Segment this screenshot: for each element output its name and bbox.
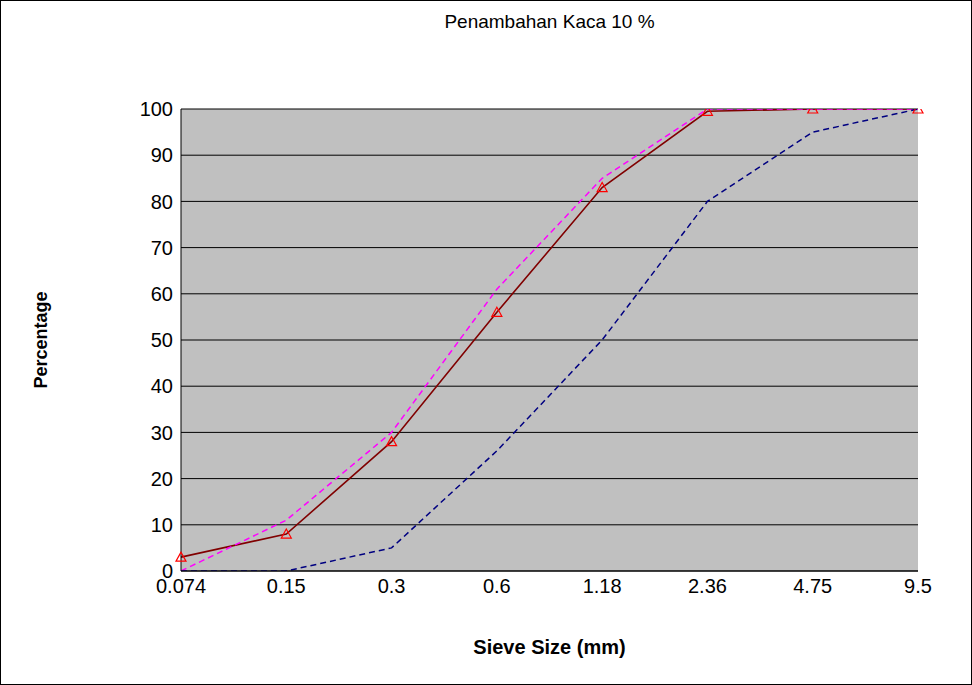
svg-text:2.36: 2.36 [688, 575, 727, 597]
svg-text:0: 0 [162, 560, 173, 582]
svg-text:4.75: 4.75 [793, 575, 832, 597]
svg-text:1.18: 1.18 [583, 575, 622, 597]
svg-text:20: 20 [151, 468, 173, 490]
html-text:Penambahan Kaca 10 %: Penambahan Kaca 10 % [444, 11, 655, 32]
svg-text:60: 60 [151, 283, 173, 305]
svg-text:50: 50 [151, 329, 173, 351]
svg-text:10: 10 [151, 514, 173, 536]
svg-text:0.6: 0.6 [483, 575, 511, 597]
svg-text:0.15: 0.15 [267, 575, 306, 597]
svg-text:90: 90 [151, 144, 173, 166]
svg-text:9.5: 9.5 [904, 575, 932, 597]
svg-text:40: 40 [151, 375, 173, 397]
svg-text:0.3: 0.3 [378, 575, 406, 597]
svg-text:70: 70 [151, 237, 173, 259]
svg-text:80: 80 [151, 191, 173, 213]
svg-text:0.074: 0.074 [156, 575, 206, 598]
svg-text:100: 100 [140, 98, 173, 120]
svg-text:Sieve Size (mm): Sieve Size (mm) [473, 636, 625, 658]
svg-text:30: 30 [151, 422, 173, 444]
svg-text:Percentage: Percentage [31, 291, 51, 388]
